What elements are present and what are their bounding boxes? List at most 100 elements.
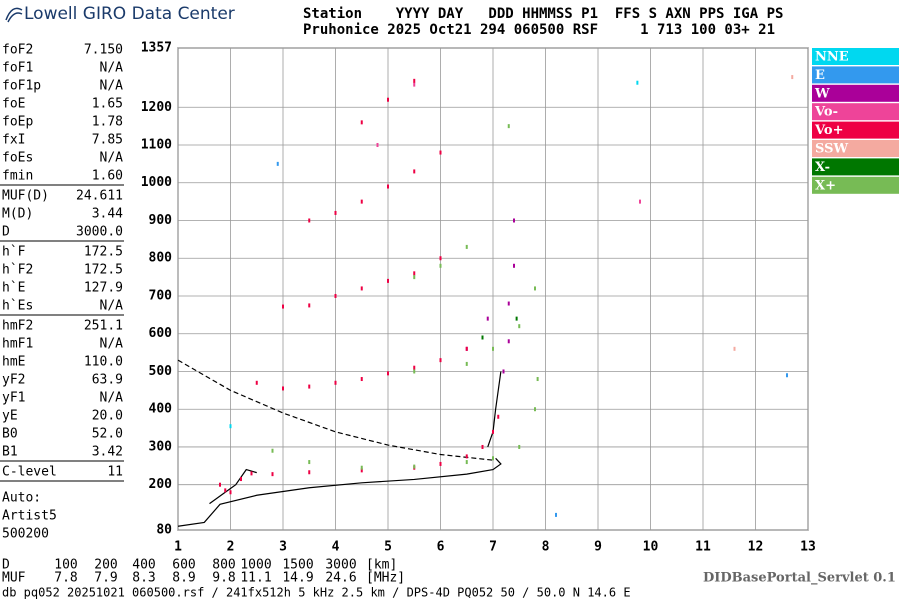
x-tick-label: 7 [489,540,497,555]
echo-point [229,490,232,495]
echo-point [413,369,416,374]
param-name: foE [2,97,25,112]
param-name: fmin [2,169,33,184]
param-value: N/A [100,391,124,406]
x-tick-label: 10 [643,540,659,555]
station-header: Station YYYY DAY DDD HHMMSS P1 FFS S AXN… [303,6,783,22]
legend-label: SSW [815,142,848,157]
echo-point [387,371,389,376]
legend-label: E [815,68,825,83]
muf-cell: 8.3 [132,571,155,586]
y-tick-label: 500 [149,364,173,379]
echo-point [534,407,536,412]
param-value: N/A [100,79,124,94]
echo-point [515,316,518,321]
echo-point [413,365,416,370]
legend-label: W [814,86,830,101]
echo-point [492,346,494,351]
muf-cell: 200 [94,558,117,573]
echo-point [360,286,363,291]
echo-point [413,464,416,469]
echo-point [465,460,468,465]
echo-point [439,358,442,363]
muf-cell: 1000 [240,558,271,573]
legend-swatch [812,84,899,102]
param-name: hmF1 [2,337,33,352]
y-tick-label: 400 [149,402,173,417]
param-name: D [2,225,10,240]
echo-point [250,471,253,476]
auto-label: Artist5 [2,509,57,524]
param-value: 52.0 [92,427,123,442]
echo-point [387,97,389,102]
muf-cell: 100 [54,558,77,573]
echo-point [255,380,258,385]
muf-cell: 1500 [282,558,313,573]
param-name: yF1 [2,391,25,406]
echo-point [439,150,442,155]
param-value: 172.5 [84,263,123,278]
muf-cell: 600 [172,558,195,573]
muf-cell: 7.8 [54,571,77,586]
echo-point [360,468,363,473]
param-value: 63.9 [92,373,123,388]
y-tick-label: 1200 [141,100,172,115]
echo-point [639,199,641,204]
y-tick-label: 900 [149,213,173,228]
param-value: 110.0 [84,355,123,370]
echo-point [465,244,468,249]
muf-cell: 14.9 [282,571,313,586]
legend-swatch [812,103,899,121]
servlet-label: DIDBasePortal_Servlet 0.1 [703,571,896,586]
param-value: 3.42 [92,445,123,460]
param-name: foF1 [2,61,33,76]
echo-point [413,275,416,280]
echo-point [507,124,510,129]
echo-point [387,278,389,283]
echo-point [513,263,515,268]
y-tick-label: 1357 [141,41,172,56]
param-name: foEs [2,151,33,166]
param-name: h`F2 [2,263,33,278]
param-value: 172.5 [84,245,123,260]
y-tick-label: 300 [149,439,173,454]
param-name: MUF(D) [2,189,49,204]
y-tick-label: 700 [149,288,173,303]
y-tick-label: 600 [149,326,173,341]
muf-cell: 24.6 [325,571,356,586]
echo-point [791,75,794,80]
echo-point [229,424,232,429]
auto-label: 500200 [2,527,49,542]
profile-curve [177,457,502,527]
param-value: N/A [100,151,124,166]
legend-swatch [812,140,899,157]
param-name: B0 [2,427,18,442]
param-name: foF1p [2,79,41,94]
y-tick-label: 80 [156,523,172,538]
legend-label: X+ [815,178,836,193]
x-tick-label: 11 [695,540,711,555]
echo-point [481,335,484,340]
param-value: 11 [107,465,123,480]
echo-point [492,429,494,434]
legend-label: Vo+ [814,123,843,138]
logo-text: Lowell GIRO Data Center [24,4,235,24]
file-info: db pq052 20251021 060500.rsf / 241fx512h… [2,586,631,600]
echo-point [360,120,363,125]
echo-point [271,472,274,477]
legend-swatch [812,176,899,194]
echo-point [282,386,284,391]
echo-point [413,169,416,174]
muf-cell: 8.9 [172,571,195,586]
muf-cell: 800 [212,558,235,573]
param-value: 3000.0 [76,225,123,240]
param-name: yF2 [2,373,25,388]
echo-point [492,456,494,461]
logo-icon [5,7,23,23]
echo-point [555,512,557,517]
echo-point [219,482,221,487]
param-value: 7.85 [92,133,123,148]
param-value: 24.611 [76,189,123,204]
echo-point [465,454,468,459]
profile-curve [177,359,494,461]
